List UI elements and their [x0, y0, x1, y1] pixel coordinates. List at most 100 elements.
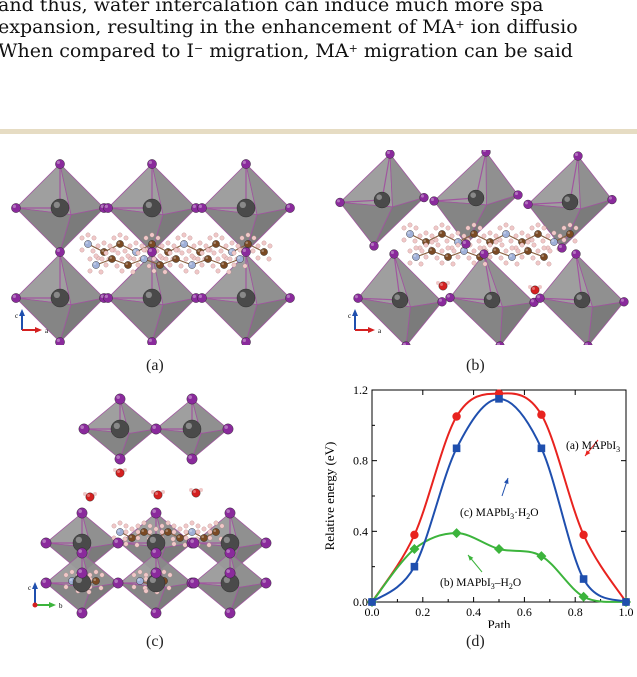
carbon-atom-highlight [541, 254, 544, 257]
lead-atom-highlight [394, 294, 400, 300]
carbon-atom-highlight [493, 248, 496, 251]
hydrogen-atom [135, 262, 141, 268]
hydrogen-atom [471, 222, 477, 228]
hydrogen-atom [455, 254, 461, 260]
hydrogen-atom [117, 520, 123, 526]
iodine-atom-highlight [12, 204, 16, 208]
hydrogen-atom [538, 285, 542, 289]
iodine-atom-highlight [584, 342, 588, 345]
carbon-atom [164, 528, 172, 536]
hydrogen-atom [131, 584, 137, 590]
hydrogen-atom [171, 541, 177, 547]
iodine-atom-highlight [100, 294, 104, 298]
nitrogen-atom-highlight [181, 241, 185, 244]
hydrogen-atom [83, 492, 87, 496]
hydrogen-atom [423, 254, 429, 260]
iodine-atom-highlight [226, 509, 230, 513]
hydrogen-atom [135, 250, 141, 256]
hydrogen-atom [436, 281, 440, 285]
iodine-atom-highlight [242, 338, 246, 342]
hydrogen-atom [143, 588, 149, 594]
iodine-atom-highlight [336, 199, 340, 203]
iodine-atom-highlight [430, 197, 434, 201]
hydrogen-atom [525, 233, 531, 239]
hydrogen-atom [547, 248, 553, 254]
data-point [622, 598, 630, 606]
iodine-atom-highlight [608, 196, 612, 200]
carbon-atom-highlight [423, 239, 426, 242]
iodine-atom [186, 393, 198, 405]
hydrogen-atom [499, 242, 505, 248]
iodine-atom [147, 247, 157, 257]
nitrogen-atom-highlight [189, 529, 193, 532]
iodine-atom-highlight [152, 509, 156, 513]
iodine-atom-highlight [224, 425, 228, 429]
x-tick-label: 0.6 [517, 605, 532, 619]
oxygen-atom [115, 468, 125, 478]
oxygen-atom-highlight [440, 283, 443, 286]
oxygen-atom-highlight [193, 490, 196, 493]
lead-atom-highlight [53, 291, 60, 298]
iodine-atom-highlight [262, 539, 266, 543]
hydrogen-atom [423, 230, 429, 236]
hydrogen-atom [146, 263, 152, 269]
iodine-atom-highlight [148, 160, 152, 164]
energy-chart: 0.0 0.2 0.4 0.6 0.8 1.0 0.0 0.4 0.8 1.2 Relative … [322, 383, 634, 628]
iodine-atom-highlight [198, 294, 202, 298]
lead-atom [561, 193, 579, 211]
series-label-0: (a) MAPbI3 [566, 440, 620, 454]
carbon-atom-highlight [141, 529, 144, 532]
iodine-atom [78, 423, 90, 435]
lead-atom-highlight [113, 422, 120, 429]
octahedron-face [191, 428, 230, 461]
iodine-atom [401, 341, 411, 345]
lead-atom [110, 419, 130, 439]
lead-atom-highlight [75, 576, 82, 583]
data-point [537, 410, 546, 419]
caption-d: (d) [466, 633, 485, 650]
hydrogen-atom [141, 520, 147, 526]
hydrogen-atom [211, 250, 217, 256]
hydrogen-atom [242, 263, 248, 269]
hydrogen-atom [519, 254, 525, 260]
hydrogen-atom [111, 235, 117, 241]
hydrogen-atom [69, 569, 75, 575]
iodine-atom-highlight [262, 579, 266, 583]
lead-atom-highlight [223, 576, 231, 583]
nitrogen-atom-highlight [93, 262, 96, 265]
hydrogen-atom [227, 256, 233, 262]
iodine-atom-highlight [152, 569, 156, 573]
iodine-atom-highlight [116, 455, 120, 459]
y-axis-label: Relative energy (eV) [322, 442, 337, 551]
axis-label-a: a [378, 327, 382, 335]
hydrogen-atom [122, 536, 128, 542]
iodine-atom-highlight [114, 539, 118, 543]
iodine-atom [55, 247, 65, 257]
annotation-arrowhead [468, 555, 474, 561]
y-tick-label: 0.8 [353, 454, 368, 468]
hydrogen-atom [90, 248, 96, 254]
carbon-atom [212, 240, 220, 248]
hydrogen-atom [509, 225, 515, 231]
hydrogen-atom [103, 250, 109, 256]
hydrogen-atom [541, 245, 547, 251]
text-segment: and thus, water intercalation can induce… [0, 0, 544, 16]
data-point [494, 544, 504, 554]
hydrogen-atom [103, 262, 109, 268]
hydrogen-atom [87, 268, 93, 274]
hydrogen-atom [401, 237, 407, 243]
carbon-atom-highlight [149, 241, 153, 244]
hydrogen-atom [531, 242, 537, 248]
iodine-atom-highlight [104, 294, 108, 298]
hydrogen-atom [487, 242, 493, 248]
hydrogen-atom [151, 490, 155, 494]
carbon-atom [438, 230, 446, 238]
hydrogen-atom [529, 225, 535, 231]
hydrogen-atom [466, 255, 472, 261]
hydrogen-atom [255, 243, 261, 249]
annotation-arrowhead [585, 450, 591, 456]
hydrogen-atom [226, 269, 232, 275]
iodine-atom [150, 547, 162, 559]
data-point [452, 444, 461, 453]
iodine-atom [479, 249, 489, 259]
